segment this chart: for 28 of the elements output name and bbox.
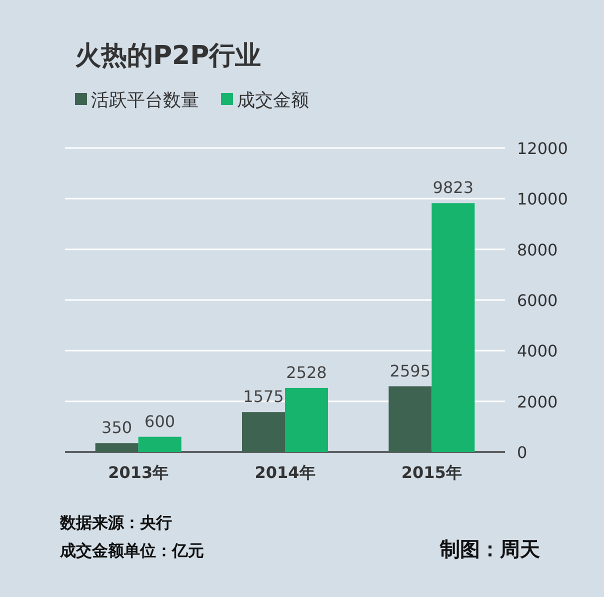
source-note: 数据来源：央行 [59, 513, 172, 532]
x-tick-label: 2013年 [108, 463, 169, 482]
y-tick-label: 8000 [517, 240, 558, 260]
bar [138, 436, 182, 452]
y-tick-label: 10000 [517, 190, 568, 209]
data-label: 9823 [432, 178, 474, 198]
data-label: 350 [102, 418, 132, 438]
legend-label: 成交金额 [237, 90, 309, 111]
data-label: 600 [144, 412, 176, 431]
text: 成交金额单位：亿元 [59, 541, 204, 560]
y-tick-label: 4000 [517, 342, 558, 361]
text: 制图：周天 [439, 537, 540, 561]
y-tick-label: 2000 [517, 392, 558, 412]
data-label: 2528 [286, 362, 327, 382]
chart-title: 火热的P2P行业 [75, 41, 262, 71]
bar [95, 443, 138, 452]
y-tick-label: 0 [517, 443, 528, 462]
bar [388, 386, 432, 452]
data-label: 1575 [243, 387, 284, 406]
y-tick-label: 6000 [517, 291, 558, 310]
bar [285, 388, 328, 452]
y-tick-label: 12000 [517, 139, 568, 158]
x-tick-label: 2014年 [254, 463, 316, 482]
bar [242, 412, 285, 452]
x-tick-label: 2015年 [401, 463, 462, 482]
bar [432, 203, 475, 452]
legend-label: 活跃平台数量 [91, 90, 199, 111]
data-label: 2595 [390, 361, 431, 380]
